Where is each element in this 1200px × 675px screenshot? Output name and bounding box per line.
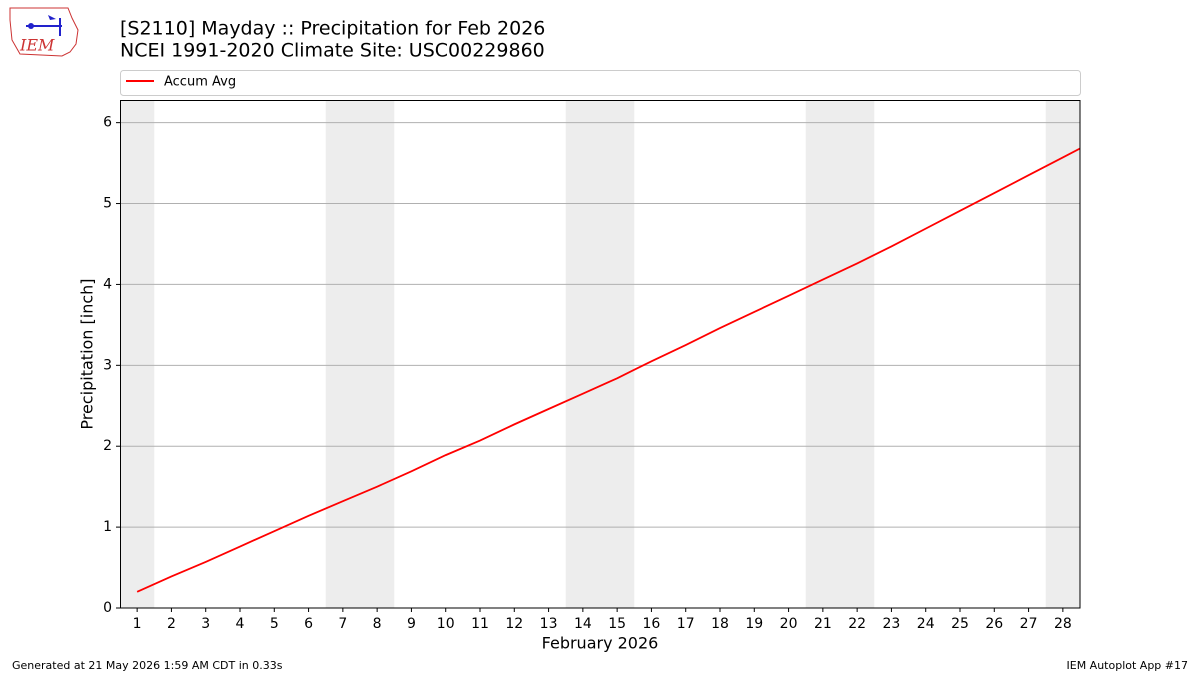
y-axis-label: Precipitation [inch] — [78, 278, 97, 429]
weekend-shade — [565, 100, 635, 608]
x-tick-label: 3 — [201, 616, 210, 632]
x-tick-label: 7 — [338, 616, 347, 632]
x-tick-label: 16 — [643, 616, 661, 632]
x-tick-label: 8 — [373, 616, 382, 632]
y-tick-label: 6 — [103, 115, 112, 131]
logo: IEM — [9, 7, 79, 57]
x-tick-label: 6 — [304, 616, 313, 632]
footer-right: IEM Autoplot App #17 — [1067, 659, 1189, 672]
series-line — [136, 147, 1080, 593]
x-tick-label: 5 — [270, 616, 279, 632]
weekend-shade — [120, 100, 155, 608]
x-tick-label: 19 — [745, 616, 763, 632]
y-tick-label: 3 — [103, 357, 112, 373]
x-tick-label: 24 — [917, 616, 935, 632]
x-tick-label: 27 — [1020, 616, 1038, 632]
x-tick-label: 26 — [985, 616, 1003, 632]
x-tick-label: 28 — [1054, 616, 1072, 632]
y-tick-label: 1 — [103, 519, 112, 535]
x-tick-label: 18 — [711, 616, 729, 632]
y-tick-label: 0 — [103, 600, 112, 616]
x-tick-label: 1 — [133, 616, 142, 632]
logo-text: IEM — [19, 36, 55, 55]
x-tick-label: 10 — [437, 616, 455, 632]
x-tick-label: 23 — [883, 616, 901, 632]
x-tick-label: 25 — [951, 616, 969, 632]
weekend-shade — [1045, 100, 1080, 608]
x-tick-label: 2 — [167, 616, 176, 632]
x-tick-label: 13 — [540, 616, 558, 632]
x-tick-label: 22 — [848, 616, 866, 632]
x-tick-label: 11 — [471, 616, 489, 632]
x-tick-label: 14 — [574, 616, 592, 632]
x-tick-label: 15 — [608, 616, 626, 632]
legend-box — [120, 70, 1081, 96]
chart-subtitle: NCEI 1991-2020 Climate Site: USC00229860 — [120, 40, 545, 62]
y-tick-label: 4 — [103, 276, 112, 292]
x-tick-label: 12 — [505, 616, 523, 632]
weekend-shade — [325, 100, 395, 608]
footer-left: Generated at 21 May 2026 1:59 AM CDT in … — [12, 659, 283, 672]
legend-label: Accum Avg — [164, 75, 236, 90]
plot-frame — [120, 100, 1081, 609]
chart-title: [S2110] Mayday :: Precipitation for Feb … — [120, 18, 545, 40]
x-tick-label: 20 — [780, 616, 798, 632]
x-axis-label: February 2026 — [542, 634, 659, 653]
x-tick-label: 17 — [677, 616, 695, 632]
x-tick-label: 4 — [236, 616, 245, 632]
y-tick-label: 2 — [103, 438, 112, 454]
x-tick-label: 9 — [407, 616, 416, 632]
x-tick-label: 21 — [814, 616, 832, 632]
weekend-shade — [805, 100, 875, 608]
y-tick-label: 5 — [103, 196, 112, 212]
